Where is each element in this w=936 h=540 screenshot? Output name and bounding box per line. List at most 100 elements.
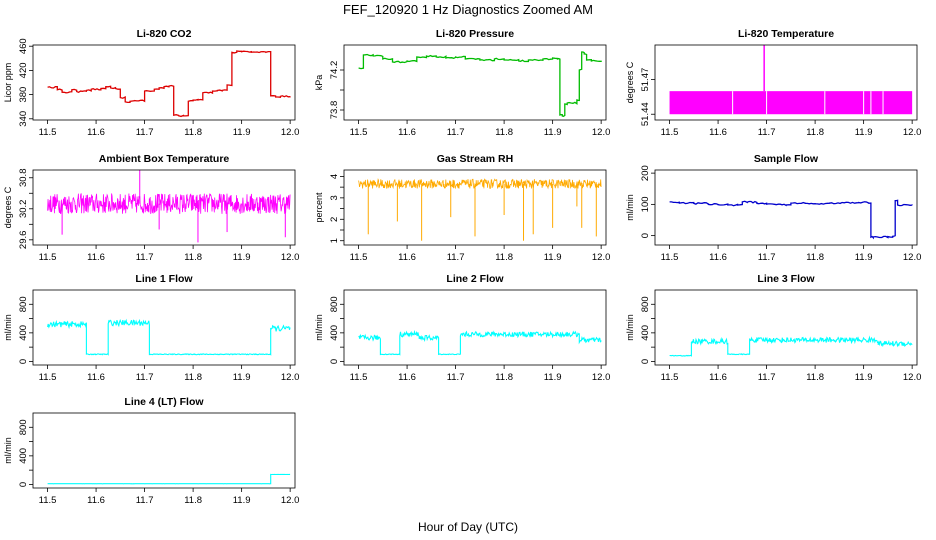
panel-title: Line 2 Flow: [446, 273, 504, 285]
x-tick-label: 12.0: [903, 252, 922, 263]
series-line: [47, 473, 291, 485]
panel-title: Li-820 Temperature: [738, 28, 834, 40]
panel-5: Gas Stream RH 11.5 11.6 11.7 11.8 11.9 12.0 1 2 3…: [314, 153, 610, 263]
x-tick-label: 11.8: [184, 372, 202, 383]
panel-9: Line 3 Flow 11.5 11.6 11.7 11.8 11.9 12.0 0 400 8…: [625, 273, 921, 383]
x-axis-label: Hour of Day (UTC): [418, 520, 518, 534]
x-tick-label: 12.0: [592, 372, 611, 383]
x-tick-label: 11.5: [661, 372, 679, 383]
y-axis-label: degrees C: [3, 186, 13, 228]
x-tick-label: 11.6: [87, 252, 105, 263]
y-tick-label: 0: [640, 233, 651, 238]
x-tick-label: 11.5: [39, 252, 57, 263]
x-tick-label: 11.5: [661, 252, 679, 263]
x-tick-label: 11.5: [39, 495, 57, 506]
x-tick-label: 12.0: [592, 252, 611, 263]
plot-frame: [32, 289, 296, 366]
x-tick-label: 11.8: [495, 372, 513, 383]
y-tick-label: 0: [18, 482, 29, 487]
panel-title: Line 4 (LT) Flow: [124, 396, 204, 408]
x-tick-label: 11.5: [350, 252, 368, 263]
series-line: [358, 329, 602, 356]
x-tick-label: 11.6: [398, 127, 416, 138]
x-tick-label: 11.9: [544, 372, 562, 383]
panel-10: Line 4 (LT) Flow 11.5 11.6 11.7 11.8 11.9 12.0…: [3, 396, 299, 506]
x-tick-label: 11.7: [136, 372, 154, 383]
x-tick-label: 11.5: [661, 127, 679, 138]
x-tick-label: 11.6: [87, 495, 105, 506]
panel-title: Li-820 Pressure: [436, 28, 514, 40]
panel-title: Line 1 Flow: [135, 273, 193, 285]
panel-data: [358, 178, 602, 241]
panel-data: [358, 329, 602, 356]
y-tick-label: 30.8: [18, 169, 29, 188]
x-tick-label: 11.9: [855, 372, 873, 383]
plot-frame: [343, 289, 607, 366]
series-line: [358, 51, 602, 118]
y-tick-label: 400: [18, 448, 29, 464]
plot-frame: [654, 44, 918, 121]
y-axis-label: degrees C: [625, 61, 635, 103]
x-tick-label: 12.0: [281, 252, 300, 263]
panel-7: Line 1 Flow 11.5 11.6 11.7 11.8 11.9 12.0 0 400 8…: [3, 273, 299, 383]
y-axis-label: ml/min: [314, 314, 324, 341]
y-tick-label: 800: [18, 419, 29, 435]
x-tick-label: 11.9: [233, 127, 251, 138]
y-tick-label: 800: [640, 296, 651, 312]
series-line: [47, 318, 291, 356]
x-tick-label: 11.6: [709, 372, 727, 383]
y-tick-label: 420: [18, 62, 29, 78]
x-tick-label: 12.0: [903, 372, 922, 383]
panel-title: Ambient Box Temperature: [99, 153, 230, 165]
y-tick-label: 74.2: [329, 61, 340, 80]
panel-title: Gas Stream RH: [437, 153, 513, 165]
series-line: [358, 178, 602, 190]
x-tick-label: 11.9: [233, 252, 251, 263]
panel-data: [47, 50, 291, 118]
y-tick-label: 51.44: [640, 102, 651, 126]
figure-title: FEF_120920 1 Hz Diagnostics Zoomed AM: [343, 2, 593, 17]
panel-1: Li-820 CO2 11.5 11.6 11.7 11.8 11.9 12.0 340 380…: [3, 28, 299, 138]
x-tick-label: 12.0: [903, 127, 922, 138]
x-tick-label: 11.7: [136, 495, 154, 506]
panel-3: Li-820 Temperature 11.5 11.6 11.7 11.8 11.9 12…: [625, 28, 921, 138]
x-tick-label: 11.7: [447, 372, 465, 383]
x-tick-label: 11.7: [447, 127, 465, 138]
panel-data: [669, 335, 913, 357]
x-tick-label: 11.8: [184, 252, 202, 263]
y-tick-label: 400: [18, 325, 29, 341]
x-tick-label: 11.6: [398, 372, 416, 383]
panel-6: Sample Flow 11.5 11.6 11.7 11.8 11.9 12.0 0 100 2…: [625, 153, 921, 263]
series-band: [669, 91, 913, 115]
y-tick-label: 200: [640, 165, 651, 181]
y-axis-label: percent: [314, 192, 324, 223]
x-tick-label: 12.0: [281, 372, 300, 383]
x-tick-label: 11.6: [398, 252, 416, 263]
plot-frame: [343, 169, 607, 246]
plot-frame: [32, 169, 296, 246]
panel-title: Sample Flow: [754, 153, 819, 165]
x-tick-label: 11.5: [39, 127, 57, 138]
y-axis-label: kPa: [314, 75, 324, 91]
y-tick-label: 100: [640, 196, 651, 212]
panel-8: Line 2 Flow 11.5 11.6 11.7 11.8 11.9 12.0 0 400 8…: [314, 273, 610, 383]
panel-title: Li-820 CO2: [137, 28, 192, 40]
y-tick-label: 0: [640, 359, 651, 364]
y-tick-label: 380: [18, 87, 29, 103]
x-tick-label: 11.8: [184, 127, 202, 138]
panel-data: [47, 318, 291, 356]
x-tick-label: 12.0: [592, 127, 611, 138]
panel-2: Li-820 Pressure 11.5 11.6 11.7 11.8 11.9 12.0 7…: [314, 28, 610, 138]
x-tick-label: 11.7: [758, 127, 776, 138]
y-axis-label: Licor ppm: [3, 63, 13, 103]
y-tick-label: 460: [18, 38, 29, 54]
x-tick-label: 11.6: [709, 127, 727, 138]
x-tick-label: 11.8: [806, 127, 824, 138]
x-tick-label: 11.7: [758, 372, 776, 383]
panel-data: [47, 170, 291, 243]
series-line: [47, 192, 291, 215]
y-tick-label: 2: [329, 217, 340, 222]
x-tick-label: 11.8: [495, 127, 513, 138]
x-tick-label: 11.6: [87, 127, 105, 138]
